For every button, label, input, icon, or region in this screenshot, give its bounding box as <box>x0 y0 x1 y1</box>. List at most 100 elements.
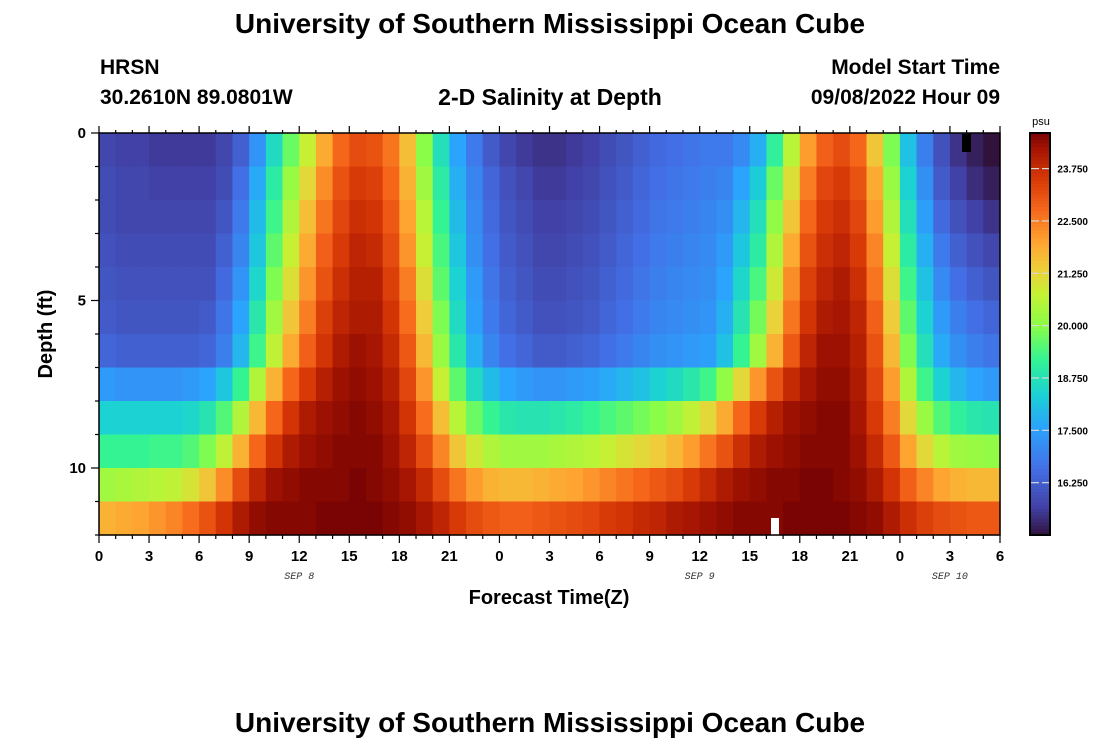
colorbar-segment <box>1030 421 1050 426</box>
heatmap-cell <box>332 200 350 235</box>
heatmap-cell <box>299 468 317 503</box>
heatmap-cell <box>916 166 934 201</box>
colorbar-segment <box>1030 407 1050 412</box>
heatmap-cell <box>165 233 184 268</box>
heatmap-cell <box>99 468 117 503</box>
heatmap-cell <box>432 468 450 503</box>
heatmap-cell <box>682 133 701 168</box>
heatmap-cell <box>516 367 534 402</box>
colorbar-tick-label: 16.250 <box>1057 479 1088 490</box>
heatmap-cell <box>749 434 768 469</box>
heatmap-cell <box>616 200 634 235</box>
colorbar-segment <box>1030 531 1050 536</box>
x-tick-label: 21 <box>841 548 858 565</box>
colorbar-unit-label: psu <box>1032 116 1050 128</box>
heatmap-cell <box>599 166 617 201</box>
heatmap-cell <box>566 434 584 469</box>
colorbar-segment <box>1030 267 1050 271</box>
heatmap-cell <box>866 501 884 536</box>
heatmap-cell <box>382 233 400 268</box>
colorbar-segment <box>1030 521 1050 526</box>
heatmap-cell <box>816 468 834 503</box>
heatmap-cell <box>716 334 734 369</box>
heatmap-cell <box>265 434 284 469</box>
heatmap-cell <box>482 434 501 469</box>
heatmap-cell <box>365 501 384 536</box>
heatmap-cell <box>115 334 133 369</box>
colorbar-segment <box>1030 240 1050 245</box>
heatmap-cell <box>466 468 484 503</box>
colorbar-segment <box>1030 270 1050 275</box>
heatmap-cell <box>716 267 734 302</box>
heatmap-cell <box>699 233 717 268</box>
heatmap-cell <box>232 401 250 436</box>
heatmap-cell <box>349 267 367 302</box>
heatmap-cell <box>432 200 450 235</box>
heatmap-cell <box>983 233 1001 268</box>
heatmap-cell <box>733 233 751 268</box>
heatmap-cell <box>382 434 400 469</box>
heatmap-cell <box>699 267 717 302</box>
heatmap-cell <box>866 233 884 268</box>
heatmap-cell <box>716 367 734 402</box>
heatmap-cell <box>599 367 617 402</box>
heatmap-cell <box>733 501 751 536</box>
heatmap-cell <box>299 334 317 369</box>
heatmap-cell <box>165 501 184 536</box>
heatmap-cell <box>549 166 567 201</box>
heatmap-cell <box>599 133 617 168</box>
heatmap-cell <box>716 200 734 235</box>
heatmap-cell <box>749 133 768 168</box>
heatmap-cell <box>182 133 200 168</box>
heatmap-cell <box>599 233 617 268</box>
heatmap-cell <box>549 401 567 436</box>
heatmap-cell <box>749 468 768 503</box>
x-tick-label: 3 <box>145 548 153 565</box>
heatmap-cell <box>315 300 334 335</box>
heatmap-cell <box>249 468 267 503</box>
heatmap-cell <box>599 468 617 503</box>
x-tick-label: 0 <box>495 548 503 565</box>
heatmap-cell <box>666 468 684 503</box>
heatmap-cell <box>599 334 617 369</box>
colorbar-segment <box>1030 253 1050 258</box>
colorbar-segment <box>1030 186 1050 191</box>
heatmap-cell <box>115 401 133 436</box>
heatmap-cell <box>899 233 918 268</box>
heatmap-cell <box>549 267 567 302</box>
heatmap-cell <box>482 501 501 536</box>
heatmap-cell <box>816 367 834 402</box>
heatmap-cell <box>599 300 617 335</box>
heatmap-cell <box>966 334 984 369</box>
x-tick-label: 18 <box>791 548 808 565</box>
colorbar-segment <box>1030 233 1050 238</box>
heatmap-cell <box>699 468 717 503</box>
heatmap-cell <box>966 200 984 235</box>
heatmap-cell <box>666 200 684 235</box>
heatmap-cell <box>799 367 818 402</box>
heatmap-cell <box>849 166 868 201</box>
colorbar-segment <box>1030 451 1050 456</box>
colorbar-segment <box>1030 411 1050 415</box>
colorbar-tick-label: 23.750 <box>1057 165 1088 176</box>
heatmap-cell <box>532 501 551 536</box>
colorbar-segment <box>1030 303 1050 308</box>
heatmap-cell <box>783 133 801 168</box>
heatmap-cell <box>632 468 651 503</box>
heatmap-cell <box>315 267 334 302</box>
heatmap-cell <box>616 166 634 201</box>
heatmap-cell <box>199 334 217 369</box>
heatmap-cell <box>716 468 734 503</box>
colorbar-segment <box>1030 196 1050 201</box>
heatmap-cell <box>532 367 551 402</box>
heatmap-cell <box>582 133 601 168</box>
heatmap-cell <box>799 434 818 469</box>
heatmap-cell <box>232 166 250 201</box>
x-tick-label: 0 <box>95 548 103 565</box>
heatmap-cell <box>199 300 217 335</box>
colorbar-segment <box>1030 216 1050 221</box>
heatmap-cell <box>132 434 150 469</box>
heatmap-cell <box>99 434 117 469</box>
colorbar-segment <box>1030 441 1050 446</box>
heatmap-cell <box>315 200 334 235</box>
